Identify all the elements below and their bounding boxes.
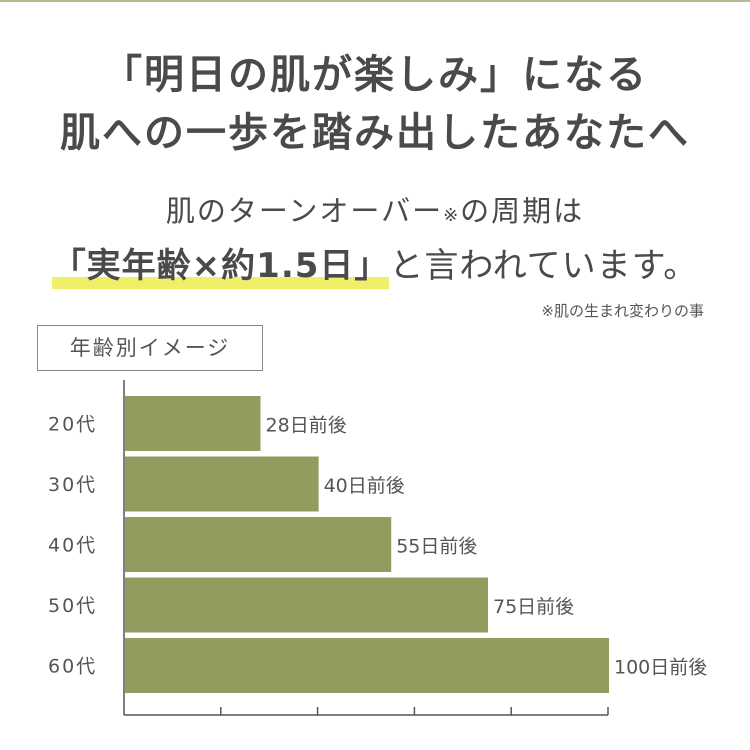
category-label: 40代 (48, 535, 97, 557)
bar-30代 (125, 456, 319, 512)
category-label: 50代 (48, 595, 97, 617)
category-label: 60代 (48, 656, 97, 678)
emphasis-suffix: と言われています。 (389, 246, 699, 286)
emphasis-text: 「実年齢×約1.5日」 (51, 246, 390, 286)
category-label: 20代 (48, 414, 97, 436)
headline-line-2: 肌への一歩を踏み出したあなたへ (60, 110, 690, 156)
top-divider (0, 0, 750, 2)
intro-line-2: 「実年齢×約1.5日」と言われています。 (0, 238, 750, 289)
value-label: 75日前後 (493, 596, 574, 618)
intro-suffix: の周期は (460, 194, 585, 228)
value-label: 100日前後 (614, 657, 707, 679)
headline-line-1: 「明日の肌が楽しみ」になる (102, 52, 648, 98)
bar-40代 (125, 517, 392, 572)
value-label: 40日前後 (324, 475, 405, 497)
intro-line-1: 肌のターンオーバー※の周期は (0, 188, 750, 230)
bar-20代 (125, 396, 261, 451)
bar-60代 (125, 638, 609, 693)
emphasis-highlight: 「実年齢×約1.5日」 (51, 238, 390, 289)
intro-text: 肌のターンオーバー (165, 194, 444, 228)
chart-label-box: 年齢別イメージ (37, 325, 263, 371)
bar-50代 (125, 577, 488, 633)
value-label: 28日前後 (266, 415, 347, 437)
category-label: 30代 (48, 474, 97, 496)
intro-footnote-mark: ※ (443, 205, 461, 226)
footnote: ※肌の生まれ変わりの事 (541, 302, 704, 320)
value-label: 55日前後 (396, 536, 477, 558)
